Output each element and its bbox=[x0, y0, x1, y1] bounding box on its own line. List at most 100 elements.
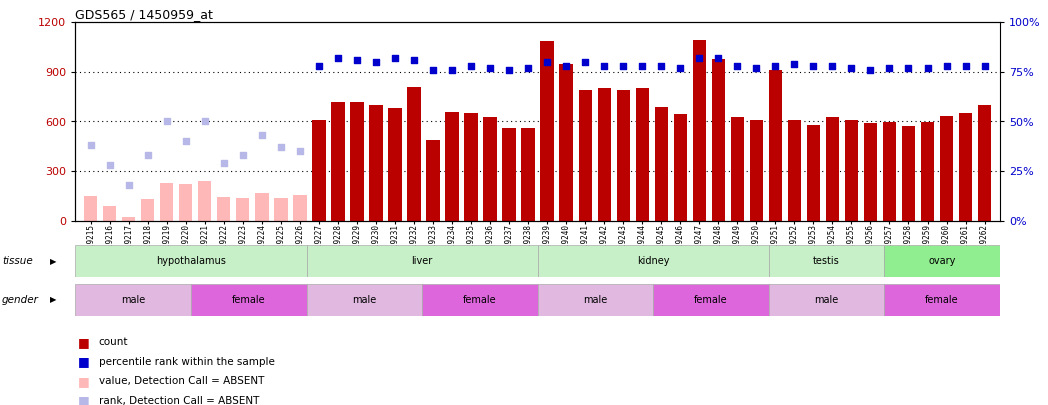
Point bbox=[387, 55, 403, 61]
Point bbox=[824, 63, 840, 69]
Point bbox=[216, 160, 233, 166]
Bar bbox=[312, 120, 326, 221]
Bar bbox=[730, 117, 744, 221]
Bar bbox=[538, 245, 768, 277]
Point bbox=[558, 63, 574, 69]
Bar bbox=[502, 128, 516, 221]
Bar bbox=[655, 107, 668, 221]
Point bbox=[539, 59, 555, 65]
Text: ovary: ovary bbox=[929, 256, 956, 266]
Text: value, Detection Call = ABSENT: value, Detection Call = ABSENT bbox=[99, 376, 264, 386]
Bar bbox=[845, 120, 858, 221]
Point bbox=[881, 65, 898, 71]
Bar bbox=[427, 140, 440, 221]
Point bbox=[691, 55, 707, 61]
Point bbox=[139, 152, 156, 158]
Point bbox=[443, 67, 460, 73]
Bar bbox=[160, 183, 173, 221]
Bar bbox=[275, 198, 287, 221]
Bar bbox=[635, 88, 649, 221]
Point bbox=[576, 59, 593, 65]
Text: female: female bbox=[463, 295, 497, 305]
Point bbox=[196, 118, 213, 125]
Point bbox=[900, 65, 917, 71]
Text: tissue: tissue bbox=[2, 256, 32, 266]
Point bbox=[349, 57, 366, 63]
Bar bbox=[179, 184, 193, 221]
Bar bbox=[885, 245, 1000, 277]
Point bbox=[291, 148, 308, 154]
Text: gender: gender bbox=[2, 295, 39, 305]
Text: male: male bbox=[352, 295, 376, 305]
Bar bbox=[75, 284, 191, 316]
Point bbox=[615, 63, 632, 69]
Bar bbox=[768, 70, 782, 221]
Bar bbox=[807, 125, 820, 221]
Bar bbox=[236, 198, 249, 221]
Bar bbox=[882, 122, 896, 221]
Text: female: female bbox=[232, 295, 265, 305]
Point bbox=[272, 144, 289, 151]
Text: GDS565 / 1450959_at: GDS565 / 1450959_at bbox=[75, 8, 214, 21]
Bar bbox=[902, 126, 915, 221]
Bar bbox=[122, 217, 135, 221]
Text: liver: liver bbox=[412, 256, 433, 266]
Text: kidney: kidney bbox=[637, 256, 670, 266]
Text: ▶: ▶ bbox=[50, 295, 57, 304]
Bar bbox=[217, 197, 231, 221]
Bar bbox=[788, 120, 801, 221]
Point bbox=[406, 57, 422, 63]
Bar bbox=[191, 284, 306, 316]
Bar bbox=[255, 193, 268, 221]
Bar bbox=[693, 40, 706, 221]
Text: ■: ■ bbox=[78, 394, 89, 405]
Bar bbox=[826, 117, 839, 221]
Bar bbox=[864, 123, 877, 221]
Bar bbox=[483, 117, 497, 221]
Point bbox=[254, 132, 270, 139]
Bar bbox=[464, 113, 478, 221]
Bar bbox=[921, 122, 934, 221]
Text: female: female bbox=[694, 295, 727, 305]
Point bbox=[329, 55, 346, 61]
Point bbox=[729, 63, 746, 69]
Point bbox=[83, 142, 100, 149]
Bar bbox=[653, 284, 768, 316]
Bar bbox=[369, 105, 383, 221]
Point bbox=[424, 67, 441, 73]
Text: male: male bbox=[122, 295, 146, 305]
Bar bbox=[306, 245, 538, 277]
Point bbox=[938, 63, 955, 69]
Bar bbox=[978, 105, 991, 221]
Point bbox=[177, 138, 194, 145]
Bar bbox=[84, 196, 97, 221]
Bar bbox=[350, 102, 364, 221]
Point bbox=[805, 63, 822, 69]
Bar bbox=[768, 284, 885, 316]
Bar bbox=[959, 113, 973, 221]
Point bbox=[310, 63, 327, 69]
Point bbox=[158, 118, 175, 125]
Bar bbox=[522, 128, 534, 221]
Text: female: female bbox=[925, 295, 959, 305]
Bar bbox=[538, 284, 653, 316]
Text: ■: ■ bbox=[78, 375, 89, 388]
Bar bbox=[768, 245, 885, 277]
Point bbox=[368, 59, 385, 65]
Point bbox=[121, 182, 137, 188]
Bar bbox=[389, 108, 401, 221]
Bar bbox=[560, 64, 573, 221]
Text: rank, Detection Call = ABSENT: rank, Detection Call = ABSENT bbox=[99, 396, 259, 405]
Point bbox=[235, 152, 252, 158]
Text: male: male bbox=[584, 295, 608, 305]
Bar bbox=[331, 102, 345, 221]
Bar bbox=[445, 111, 459, 221]
Point bbox=[596, 63, 613, 69]
Text: hypothalamus: hypothalamus bbox=[156, 256, 226, 266]
Point bbox=[919, 65, 936, 71]
Point bbox=[672, 65, 689, 71]
Bar bbox=[306, 284, 422, 316]
Bar bbox=[293, 195, 306, 221]
Bar bbox=[616, 90, 630, 221]
Bar bbox=[674, 114, 686, 221]
